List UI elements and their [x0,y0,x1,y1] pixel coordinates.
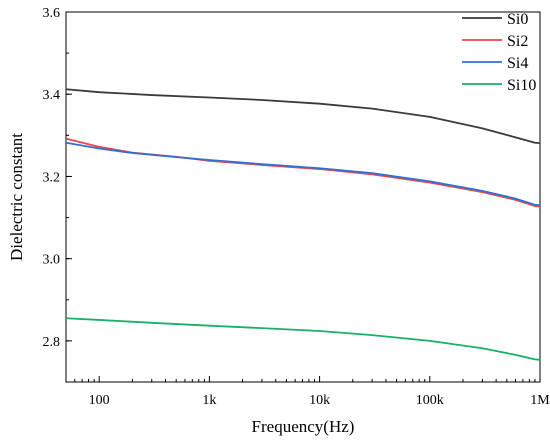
legend-label-si0: Si0 [507,11,528,28]
x-tick-label: 10k [309,393,330,408]
x-tick-label: 100k [416,393,444,408]
plot-frame [65,11,541,383]
y-tick-label: 3.0 [43,253,61,268]
y-tick-label: 3.2 [43,170,61,185]
series-line-si10 [65,317,541,361]
y-tick-label: 2.8 [43,335,61,350]
x-tick-label: 1M [530,393,550,408]
legend-label-si2: Si2 [507,33,528,50]
y-tick-label: 3.6 [43,6,61,21]
chart-legend: Si0 Si2 Si4 Si10 [462,11,536,94]
x-axis-title: Frequency(Hz) [252,417,355,436]
x-tick-label: 100 [89,393,110,408]
x-tick-label: 1k [202,393,216,408]
y-tick-label: 3.4 [43,88,61,103]
series-line-si2 [65,137,541,208]
series-line-si0 [65,88,541,145]
series-line-si4 [65,141,541,207]
legend-label-si10: Si10 [507,77,536,94]
chart-axes: 2.8 3.0 3.2 3.4 3.6 100 1k 10k 100k 1M [43,6,550,408]
chart-series [65,88,541,361]
y-axis-title: Dielectric constant [7,133,26,261]
legend-label-si4: Si4 [507,55,528,72]
